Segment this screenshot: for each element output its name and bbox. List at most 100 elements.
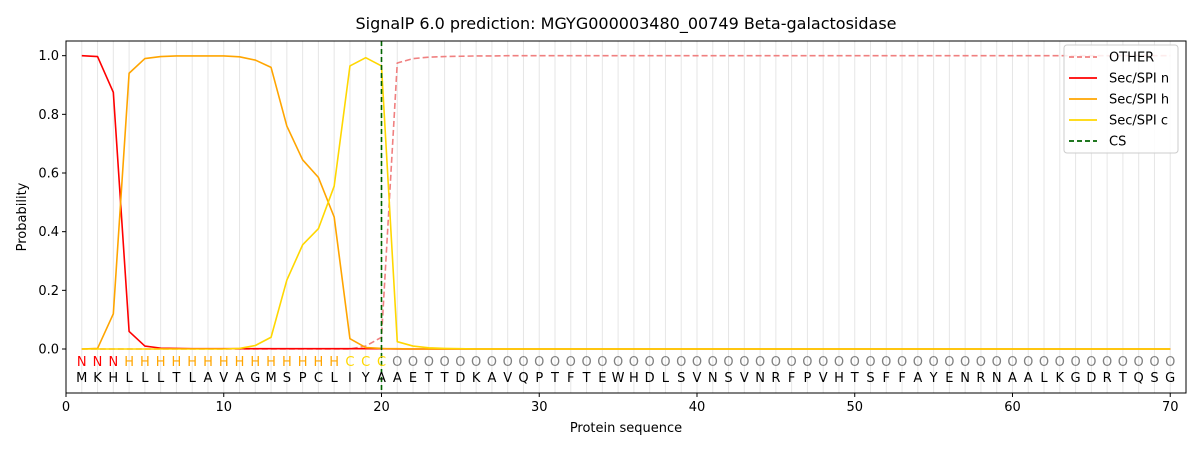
region-label: H <box>219 355 229 370</box>
series-line-2 <box>81 54 1171 350</box>
region-label: O <box>581 355 591 370</box>
region-label: H <box>124 355 134 370</box>
region-label: H <box>266 355 276 370</box>
region-label: O <box>534 355 544 370</box>
sequence-layer: NMNKNHHLHLHLHTHLHAHVHAHGHMHSHPHCHLCICYCA… <box>76 355 1175 386</box>
sequence-residue: T <box>440 371 449 386</box>
region-label: O <box>1070 355 1080 370</box>
sequence-residue: L <box>125 371 133 386</box>
sequence-residue: A <box>235 371 244 386</box>
sequence-residue: N <box>708 371 718 386</box>
sequence-residue: L <box>331 371 339 386</box>
x-axis: 0 10 20 30 40 50 60 70 <box>62 393 1178 415</box>
series-line-3 <box>81 55 1171 350</box>
sequence-residue: S <box>866 371 874 386</box>
region-label: O <box>629 355 639 370</box>
x-tick-label: 0 <box>62 400 70 415</box>
sequence-residue: M <box>76 371 87 386</box>
legend-label: Sec/SPI n <box>1109 72 1169 87</box>
sequence-residue: E <box>409 371 417 386</box>
region-label: O <box>1102 355 1112 370</box>
grid-layer <box>81 41 1171 393</box>
region-label: O <box>787 355 797 370</box>
y-axis-title: Probability <box>15 182 30 251</box>
sequence-residue: F <box>567 371 574 386</box>
series-line-1 <box>81 54 1171 350</box>
sequence-residue: V <box>219 371 228 386</box>
series-line-4 <box>81 56 1171 350</box>
sequence-residue: N <box>960 371 970 386</box>
x-tick-label: 40 <box>689 400 706 415</box>
region-label: O <box>708 355 718 370</box>
region-label: H <box>140 355 150 370</box>
region-label: O <box>439 355 449 370</box>
x-axis-title: Protein sequence <box>570 421 682 436</box>
region-label: O <box>518 355 528 370</box>
region-label: O <box>818 355 828 370</box>
sequence-residue: R <box>1103 371 1112 386</box>
region-label: O <box>960 355 970 370</box>
sequence-residue: T <box>1118 371 1127 386</box>
chart-title: SignalP 6.0 prediction: MGYG000003480_00… <box>355 14 896 34</box>
sequence-residue: N <box>992 371 1002 386</box>
region-label: H <box>298 355 308 370</box>
region-label: O <box>503 355 513 370</box>
sequence-residue: V <box>503 371 512 386</box>
sequence-residue: S <box>677 371 685 386</box>
sequence-residue: P <box>803 371 811 386</box>
region-label: O <box>487 355 497 370</box>
region-label: O <box>424 355 434 370</box>
sequence-residue: F <box>788 371 795 386</box>
region-label: O <box>408 355 418 370</box>
x-tick-label: 10 <box>215 400 232 415</box>
legend-box <box>1063 44 1179 154</box>
region-label: O <box>550 355 560 370</box>
y-tick-label: 0.0 <box>38 343 59 358</box>
sequence-residue: P <box>299 371 307 386</box>
region-label: O <box>1023 355 1033 370</box>
x-tick-label: 30 <box>531 400 548 415</box>
sequence-residue: V <box>740 371 749 386</box>
region-label: O <box>992 355 1002 370</box>
region-label: O <box>660 355 670 370</box>
y-tick-label: 0.4 <box>38 225 59 240</box>
region-label: O <box>1007 355 1017 370</box>
region-label: O <box>897 355 907 370</box>
sequence-residue: E <box>598 371 606 386</box>
region-label: O <box>928 355 938 370</box>
sequence-residue: D <box>455 371 465 386</box>
sequence-residue: G <box>1071 371 1081 386</box>
region-label: O <box>1086 355 1096 370</box>
sequence-residue: Q <box>1134 371 1144 386</box>
sequence-residue: L <box>141 371 149 386</box>
sequence-residue: F <box>898 371 905 386</box>
region-label: O <box>865 355 875 370</box>
sequence-residue: S <box>1150 371 1158 386</box>
series-layer <box>81 41 1171 393</box>
region-label: O <box>850 355 860 370</box>
sequence-residue: R <box>976 371 985 386</box>
region-label: O <box>976 355 986 370</box>
sequence-residue: K <box>1056 371 1065 386</box>
sequence-residue: T <box>550 371 559 386</box>
sequence-residue: A <box>487 371 496 386</box>
sequence-residue: T <box>171 371 180 386</box>
region-label: O <box>834 355 844 370</box>
sequence-residue: L <box>189 371 197 386</box>
y-axis: 0.0 0.2 0.4 0.6 0.8 1.0 <box>38 49 66 358</box>
region-label: O <box>1118 355 1128 370</box>
region-label: C <box>345 355 354 370</box>
legend-label: OTHER <box>1109 51 1154 66</box>
sequence-residue: L <box>662 371 670 386</box>
legend-label: Sec/SPI h <box>1109 93 1169 108</box>
region-label: H <box>156 355 166 370</box>
sequence-residue: C <box>314 371 323 386</box>
y-tick-label: 1.0 <box>38 49 59 64</box>
region-label: O <box>392 355 402 370</box>
sequence-residue: Q <box>518 371 528 386</box>
y-tick-label: 0.6 <box>38 167 59 182</box>
region-label: C <box>377 355 386 370</box>
sequence-residue: G <box>1165 371 1175 386</box>
region-label: O <box>1055 355 1065 370</box>
sequence-residue: E <box>945 371 953 386</box>
